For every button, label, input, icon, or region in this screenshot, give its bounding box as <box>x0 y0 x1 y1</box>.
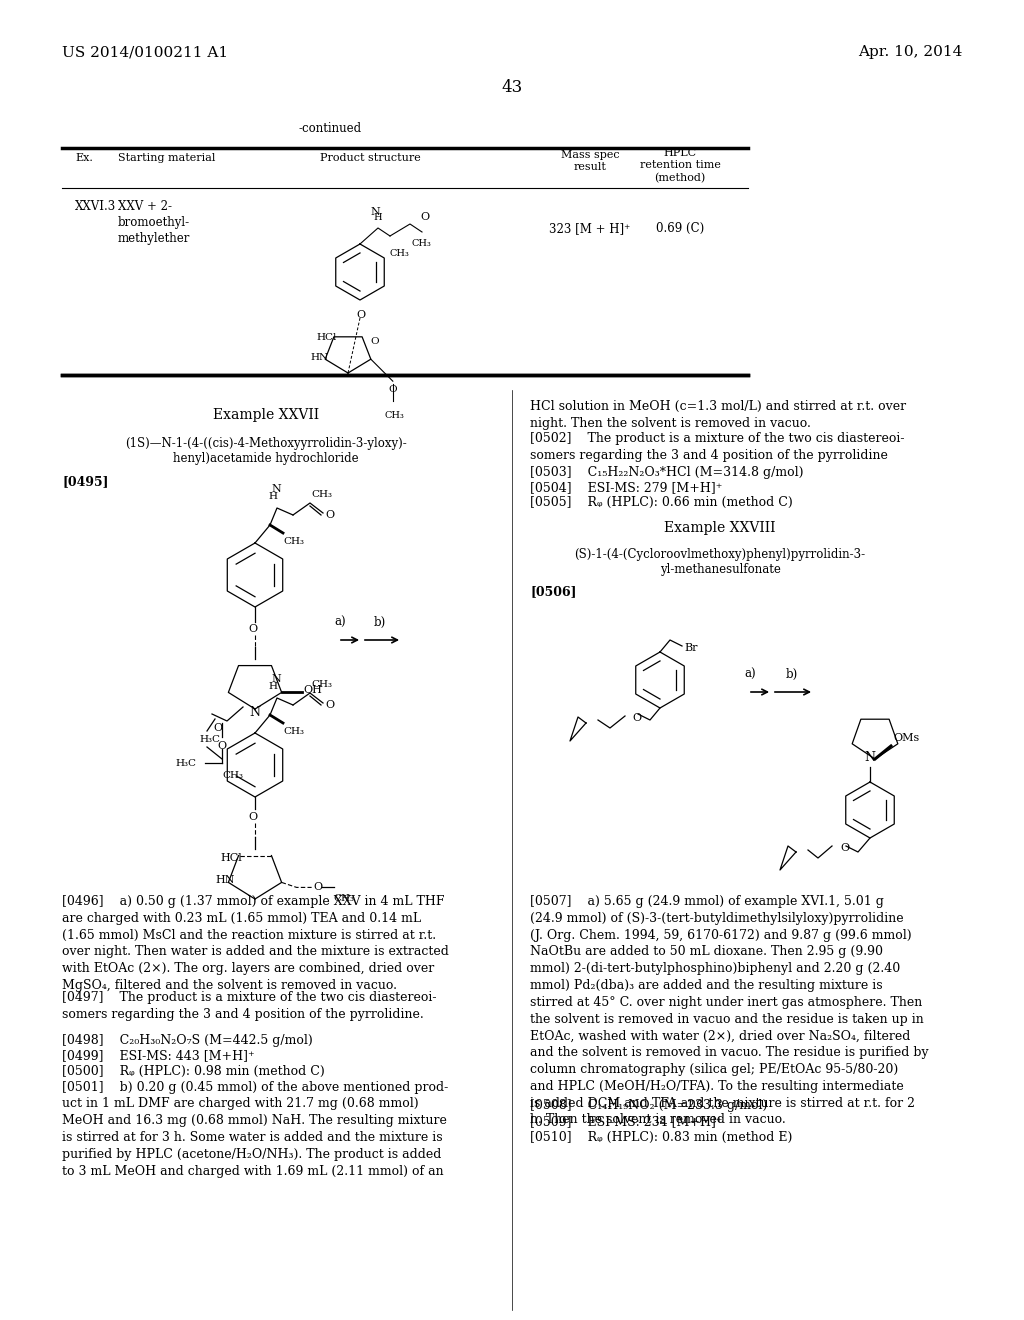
Text: CH₃: CH₃ <box>334 895 354 903</box>
Text: [0499]    ESI-MS: 443 [M+H]⁺: [0499] ESI-MS: 443 [M+H]⁺ <box>62 1049 255 1063</box>
Text: N: N <box>271 484 281 494</box>
Text: Product structure: Product structure <box>319 153 421 162</box>
Text: OH: OH <box>304 685 323 696</box>
Text: [0502]    The product is a mixture of the two cis diastereoi-
somers regarding t: [0502] The product is a mixture of the t… <box>530 432 904 462</box>
Text: O: O <box>248 812 257 822</box>
Text: a): a) <box>744 668 756 681</box>
Text: CH₃: CH₃ <box>311 680 332 689</box>
Text: HPLC
retention time
(method): HPLC retention time (method) <box>640 148 721 183</box>
Text: CH₃: CH₃ <box>222 771 243 780</box>
Text: H: H <box>268 492 278 502</box>
Text: O: O <box>632 713 641 723</box>
Text: [0503]    C₁₅H₂₂N₂O₃*HCl (M=314.8 g/mol): [0503] C₁₅H₂₂N₂O₃*HCl (M=314.8 g/mol) <box>530 466 804 479</box>
Text: [0498]    C₂₀H₃₀N₂O₇S (M=442.5 g/mol): [0498] C₂₀H₃₀N₂O₇S (M=442.5 g/mol) <box>62 1034 312 1047</box>
Text: Example XXVIII: Example XXVIII <box>665 521 776 535</box>
Text: b): b) <box>785 668 798 681</box>
Text: Ex.: Ex. <box>75 153 93 162</box>
Text: N: N <box>864 751 874 764</box>
Text: [0510]    Rᵩ (HPLC): 0.83 min (method E): [0510] Rᵩ (HPLC): 0.83 min (method E) <box>530 1130 793 1143</box>
Text: O: O <box>370 337 379 346</box>
Text: US 2014/0100211 A1: US 2014/0100211 A1 <box>62 45 228 59</box>
Text: Br: Br <box>684 643 697 653</box>
Text: a): a) <box>334 616 346 630</box>
Text: 0.69 (C): 0.69 (C) <box>656 222 705 235</box>
Text: b): b) <box>374 616 386 630</box>
Text: [0497]    The product is a mixture of the two cis diastereoi-
somers regarding t: [0497] The product is a mixture of the t… <box>62 991 436 1022</box>
Text: HN: HN <box>310 354 328 363</box>
Text: Mass spec
result: Mass spec result <box>561 150 620 173</box>
Text: H₃C: H₃C <box>175 759 196 768</box>
Text: [0508]    C₁₄H₁₉NO₂ (M=233.3 g/mol): [0508] C₁₄H₁₉NO₂ (M=233.3 g/mol) <box>530 1100 767 1113</box>
Text: O: O <box>840 843 849 853</box>
Text: Apr. 10, 2014: Apr. 10, 2014 <box>858 45 962 59</box>
Text: [0496]    a) 0.50 g (1.37 mmol) of example XXV in 4 mL THF
are charged with 0.23: [0496] a) 0.50 g (1.37 mmol) of example … <box>62 895 449 993</box>
Text: OMs: OMs <box>893 733 920 743</box>
Text: O: O <box>325 510 334 520</box>
Text: Starting material: Starting material <box>118 153 215 162</box>
Text: [0505]    Rᵩ (HPLC): 0.66 min (method C): [0505] Rᵩ (HPLC): 0.66 min (method C) <box>530 496 793 510</box>
Text: yl-methanesulfonate: yl-methanesulfonate <box>659 564 780 576</box>
Text: [0507]    a) 5.65 g (24.9 mmol) of example XVI.1, 5.01 g
(24.9 mmol) of (S)-3-(t: [0507] a) 5.65 g (24.9 mmol) of example … <box>530 895 929 1126</box>
Text: [0495]: [0495] <box>62 475 109 488</box>
Text: CH₃: CH₃ <box>385 412 404 420</box>
Text: XXVI.3: XXVI.3 <box>75 201 117 213</box>
Text: CH₃: CH₃ <box>283 727 304 737</box>
Text: H: H <box>268 682 278 690</box>
Text: [0506]: [0506] <box>530 585 577 598</box>
Text: H₃C: H₃C <box>199 734 220 743</box>
Text: XXV + 2-
bromoethyl-
methylether: XXV + 2- bromoethyl- methylether <box>118 201 190 246</box>
Text: O: O <box>389 384 397 393</box>
Text: O: O <box>313 882 323 892</box>
Text: O: O <box>213 723 222 733</box>
Text: (1S)—N-1-(4-((cis)-4-Methoxyyrrolidin-3-yloxy)-: (1S)—N-1-(4-((cis)-4-Methoxyyrrolidin-3-… <box>125 437 407 450</box>
Text: [0504]    ESI-MS: 279 [M+H]⁺: [0504] ESI-MS: 279 [M+H]⁺ <box>530 480 722 494</box>
Text: Example XXVII: Example XXVII <box>213 408 319 422</box>
Text: [0500]    Rᵩ (HPLC): 0.98 min (method C): [0500] Rᵩ (HPLC): 0.98 min (method C) <box>62 1065 325 1078</box>
Text: henyl)acetamide hydrochloride: henyl)acetamide hydrochloride <box>173 451 358 465</box>
Text: O: O <box>217 741 226 751</box>
Text: O: O <box>248 624 257 634</box>
Text: HCl: HCl <box>220 853 242 863</box>
Text: CH₃: CH₃ <box>390 249 410 257</box>
Text: HCl: HCl <box>316 333 336 342</box>
Text: H: H <box>374 213 382 222</box>
Text: 43: 43 <box>502 79 522 96</box>
Text: O: O <box>325 700 334 710</box>
Text: CH₃: CH₃ <box>412 239 432 248</box>
Text: O: O <box>356 310 366 319</box>
Text: [0509]    ESI-MS: 234 [M+H]⁺: [0509] ESI-MS: 234 [M+H]⁺ <box>530 1115 723 1129</box>
Text: 323 [M + H]⁺: 323 [M + H]⁺ <box>549 222 631 235</box>
Text: N: N <box>370 207 380 216</box>
Text: N: N <box>249 706 260 719</box>
Text: N: N <box>271 675 281 684</box>
Text: CH₃: CH₃ <box>311 490 332 499</box>
Text: (S)-1-(4-(Cycloroovlmethoxy)phenyl)pyrrolidin-3-: (S)-1-(4-(Cycloroovlmethoxy)phenyl)pyrro… <box>574 548 865 561</box>
Text: [0501]    b) 0.20 g (0.45 mmol) of the above mentioned prod-
uct in 1 mL DMF are: [0501] b) 0.20 g (0.45 mmol) of the abov… <box>62 1081 449 1177</box>
Text: HCl solution in MeOH (c=1.3 mol/L) and stirred at r.t. over
night. Then the solv: HCl solution in MeOH (c=1.3 mol/L) and s… <box>530 400 906 430</box>
Text: HN: HN <box>215 875 234 884</box>
Text: CH₃: CH₃ <box>283 537 304 546</box>
Text: -continued: -continued <box>298 121 361 135</box>
Text: O: O <box>420 213 429 222</box>
